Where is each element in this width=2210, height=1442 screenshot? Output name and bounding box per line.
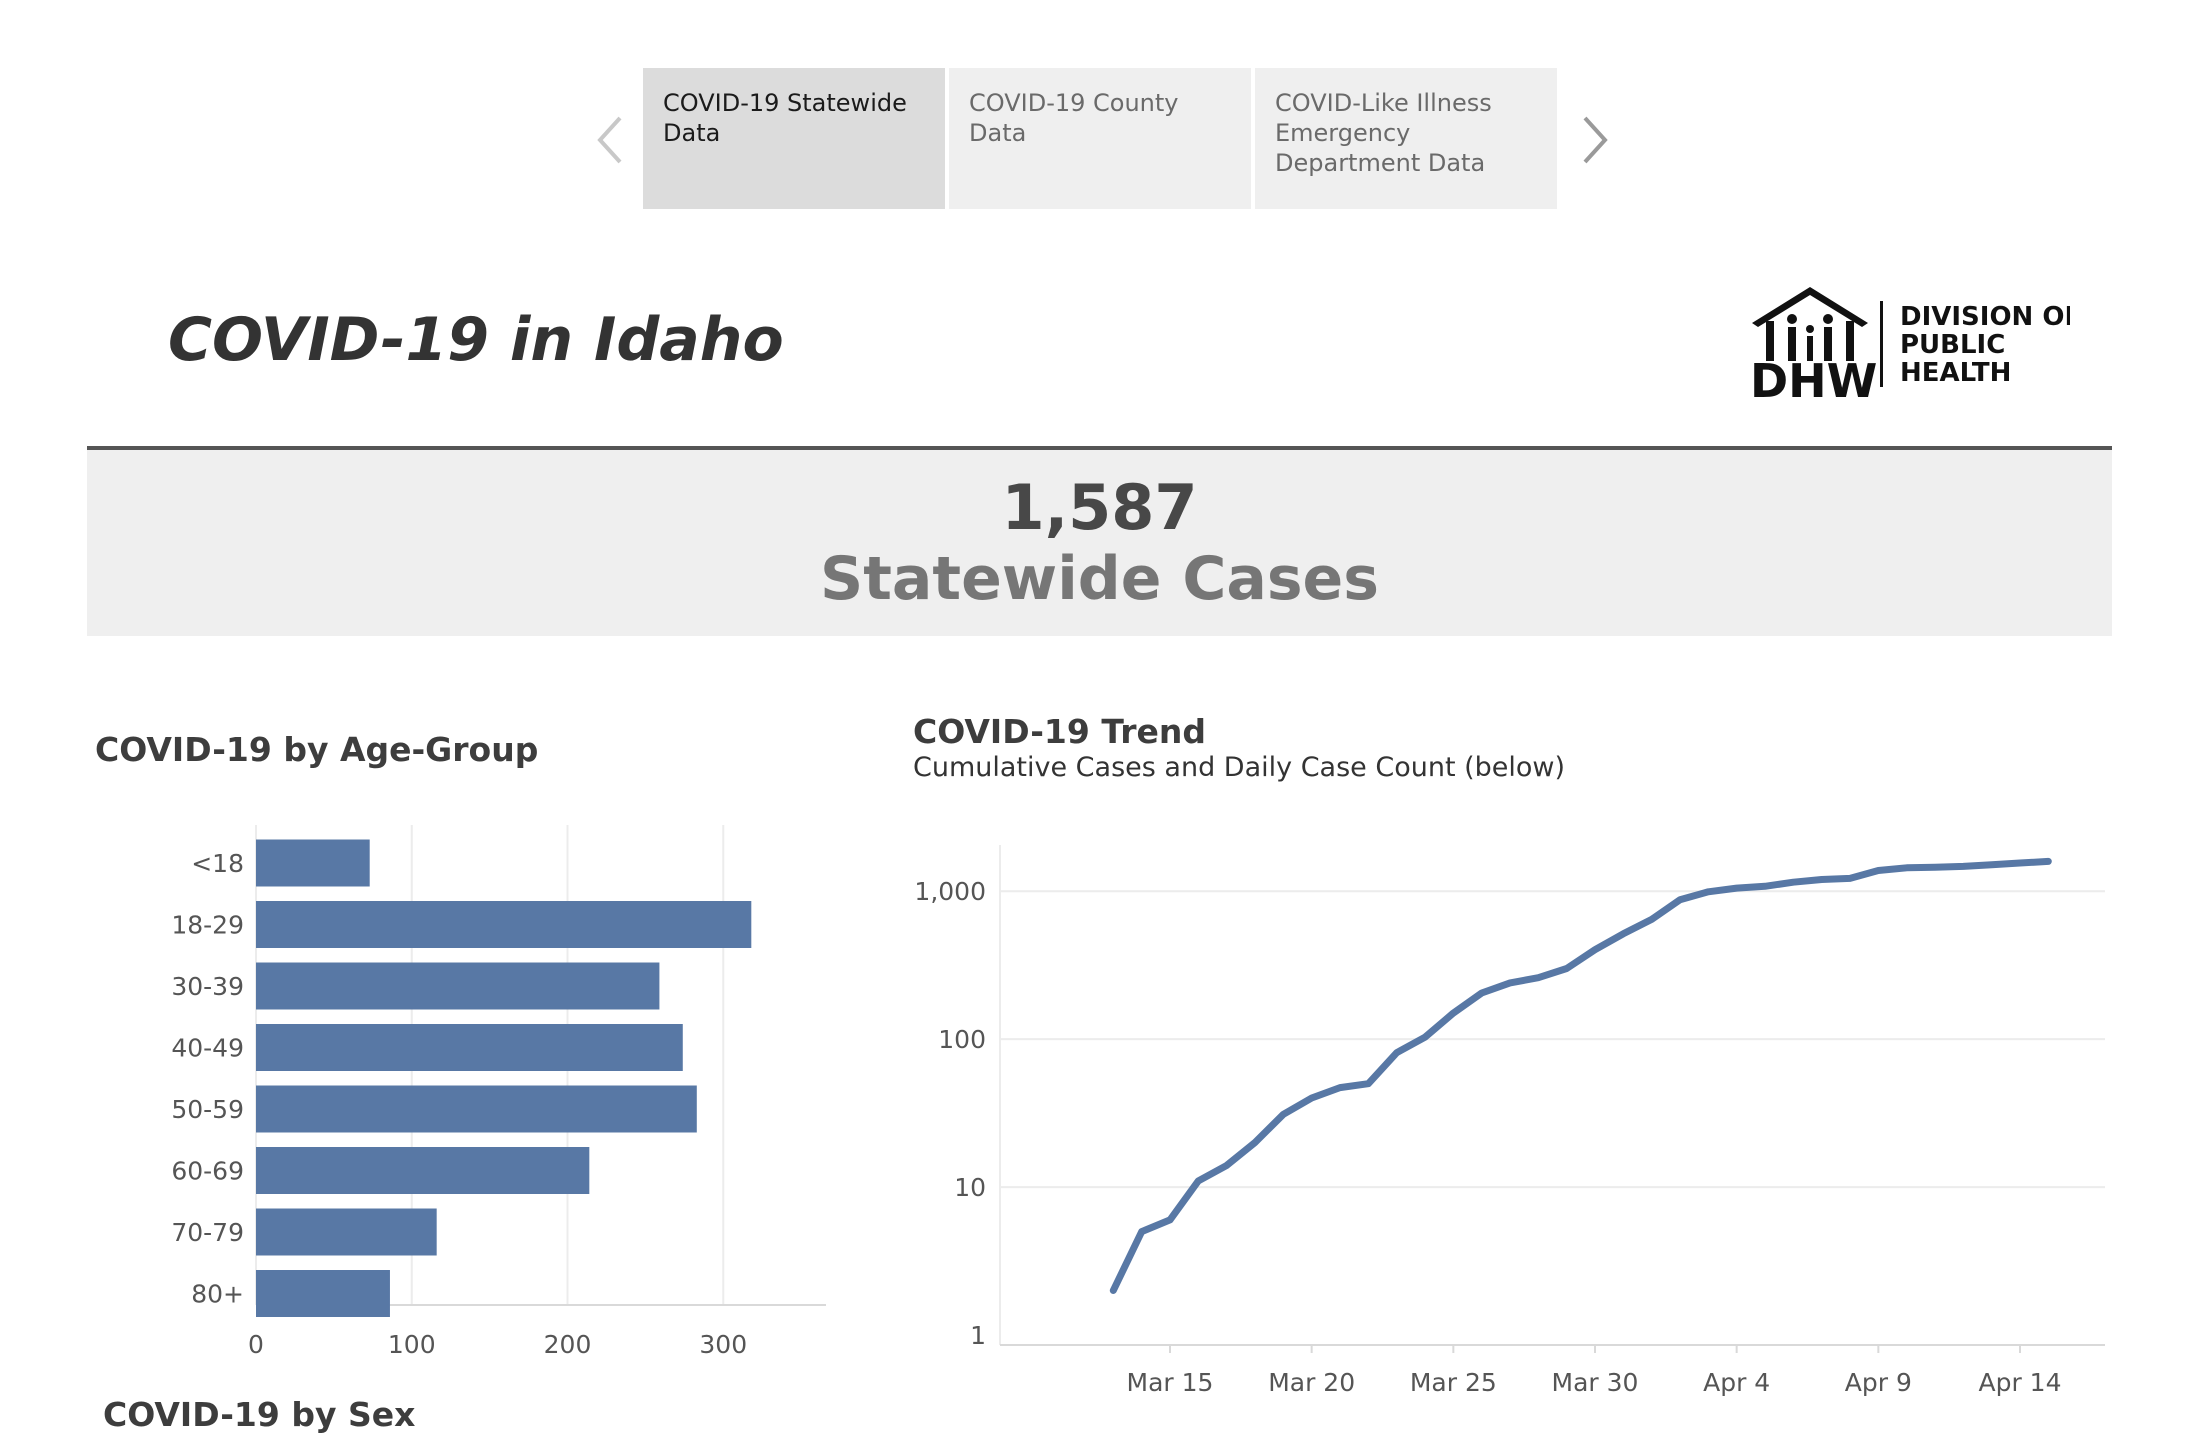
age-bar bbox=[256, 1024, 683, 1071]
cumulative-cases-point bbox=[1478, 990, 1485, 997]
cumulative-cases-point bbox=[1422, 1034, 1428, 1041]
y-tick-label: 100 bbox=[938, 1025, 986, 1054]
x-tick-label: 300 bbox=[699, 1330, 747, 1359]
age-category-label: 30-39 bbox=[171, 972, 244, 1001]
x-tick-label: Mar 20 bbox=[1268, 1368, 1355, 1397]
cumulative-cases-point bbox=[1167, 1216, 1173, 1223]
logo-wordmark: DHW bbox=[1750, 354, 1877, 403]
cumulative-cases-point bbox=[1223, 1162, 1230, 1169]
page-title: COVID-19 in Idaho bbox=[168, 305, 784, 375]
cumulative-cases-point bbox=[1648, 916, 1655, 923]
x-tick-label: 0 bbox=[248, 1330, 264, 1359]
cumulative-cases-point bbox=[1110, 1287, 1117, 1294]
y-tick-label: 1 bbox=[970, 1321, 986, 1350]
cumulative-cases-point bbox=[1762, 883, 1768, 890]
cumulative-cases-point bbox=[1790, 879, 1797, 886]
cumulative-cases-point bbox=[1507, 979, 1513, 986]
age-chart-title: COVID-19 by Age-Group bbox=[95, 730, 539, 769]
age-category-label: 60-69 bbox=[171, 1157, 244, 1186]
age-bar bbox=[256, 1270, 390, 1317]
y-tick-label: 10 bbox=[954, 1173, 986, 1202]
age-bar bbox=[256, 1147, 590, 1194]
cumulative-cases-point bbox=[1195, 1177, 1202, 1184]
sex-chart-title: COVID-19 by Sex bbox=[103, 1395, 416, 1434]
tab-county-data[interactable]: COVID-19 County Data bbox=[949, 68, 1251, 209]
chevron-right-icon[interactable] bbox=[1575, 112, 1615, 168]
x-tick-label: Mar 15 bbox=[1127, 1368, 1214, 1397]
age-category-label: 80+ bbox=[191, 1280, 244, 1309]
statewide-cases-banner: 1,587 Statewide Cases bbox=[87, 446, 2112, 636]
age-bar bbox=[256, 1208, 437, 1256]
x-tick-label: Apr 9 bbox=[1845, 1368, 1912, 1397]
cumulative-cases-point bbox=[1308, 1095, 1315, 1101]
age-bar bbox=[256, 839, 370, 887]
age-category-label: 50-59 bbox=[171, 1095, 244, 1124]
cumulative-cases-point bbox=[1903, 864, 1910, 871]
cumulative-cases-point bbox=[1592, 946, 1598, 953]
age-group-bar-chart: 0 100 200 300 <18 18-29 30-39 40-49 50-59 60-69 70… bbox=[171, 825, 826, 1359]
cumulative-cases-point bbox=[1818, 876, 1825, 883]
age-category-label: 40-49 bbox=[171, 1034, 244, 1063]
cumulative-cases-point bbox=[1252, 1139, 1258, 1146]
y-tick-label: 1,000 bbox=[914, 877, 986, 906]
trend-chart-subtitle: Cumulative Cases and Daily Case Count (b… bbox=[913, 752, 1566, 783]
x-tick-label: Apr 14 bbox=[1978, 1368, 2061, 1397]
cumulative-cases-point bbox=[1393, 1049, 1400, 1056]
cumulative-cases-point bbox=[1280, 1111, 1287, 1118]
cumulative-cases-point bbox=[1847, 875, 1853, 882]
house-icon bbox=[1752, 287, 1868, 361]
chevron-left-icon[interactable] bbox=[590, 112, 630, 168]
cumulative-cases-point bbox=[1620, 930, 1627, 937]
statewide-cases-label: Statewide Cases bbox=[820, 544, 1379, 614]
cumulative-cases-point bbox=[1733, 885, 1740, 892]
cumulative-cases-point bbox=[1563, 965, 1570, 972]
dhw-logo: DHW DIVISION OF PUBLIC HEALTH bbox=[1750, 287, 2070, 403]
tab-statewide-data[interactable]: COVID-19 Statewide Data bbox=[643, 68, 945, 209]
logo-line-1: DIVISION OF bbox=[1900, 302, 2070, 332]
age-category-label: <18 bbox=[191, 849, 244, 878]
x-tick-label: 200 bbox=[544, 1330, 592, 1359]
logo-line-2: PUBLIC bbox=[1900, 330, 2005, 360]
cumulative-cases-point bbox=[1337, 1084, 1343, 1091]
cumulative-cases-point bbox=[1932, 864, 1938, 871]
cumulative-cases-line bbox=[1109, 857, 2052, 1294]
cumulative-cases-point bbox=[2017, 860, 2023, 867]
age-category-label: 18-29 bbox=[171, 911, 244, 940]
x-tick-label: 100 bbox=[388, 1330, 436, 1359]
cumulative-cases-point bbox=[1535, 974, 1542, 981]
cumulative-cases-point bbox=[1705, 888, 1712, 895]
cumulative-cases-point bbox=[1988, 861, 1995, 868]
cumulative-cases-point bbox=[1365, 1080, 1372, 1087]
age-bar bbox=[256, 1085, 697, 1133]
cumulative-cases-line-chart: 1 10 100 1,000 Mar 15 Mar 20 Mar 25 Mar 30 Apr 4… bbox=[914, 845, 2105, 1397]
cumulative-cases-point bbox=[1450, 1010, 1457, 1017]
cumulative-cases-point bbox=[1960, 863, 1967, 870]
cumulative-cases-point bbox=[2045, 858, 2052, 865]
x-tick-label: Mar 30 bbox=[1552, 1368, 1639, 1397]
x-tick-label: Mar 25 bbox=[1410, 1368, 1497, 1397]
age-bar bbox=[256, 962, 660, 1010]
trend-chart-title: COVID-19 Trend bbox=[913, 712, 1206, 751]
tab-emergency-department-data[interactable]: COVID-Like Illness Emergency Department … bbox=[1255, 68, 1557, 209]
cumulative-cases-point bbox=[1138, 1228, 1145, 1235]
x-tick-label: Apr 4 bbox=[1703, 1368, 1770, 1397]
cumulative-cases-point bbox=[1875, 867, 1882, 874]
age-bar bbox=[256, 901, 752, 948]
cumulative-cases-point bbox=[1677, 896, 1683, 903]
age-category-label: 70-79 bbox=[171, 1218, 244, 1247]
dashboard-tabs: COVID-19 Statewide Data COVID-19 County … bbox=[643, 68, 1557, 209]
logo-line-3: HEALTH bbox=[1900, 358, 2011, 388]
statewide-case-count: 1,587 bbox=[1001, 471, 1198, 544]
